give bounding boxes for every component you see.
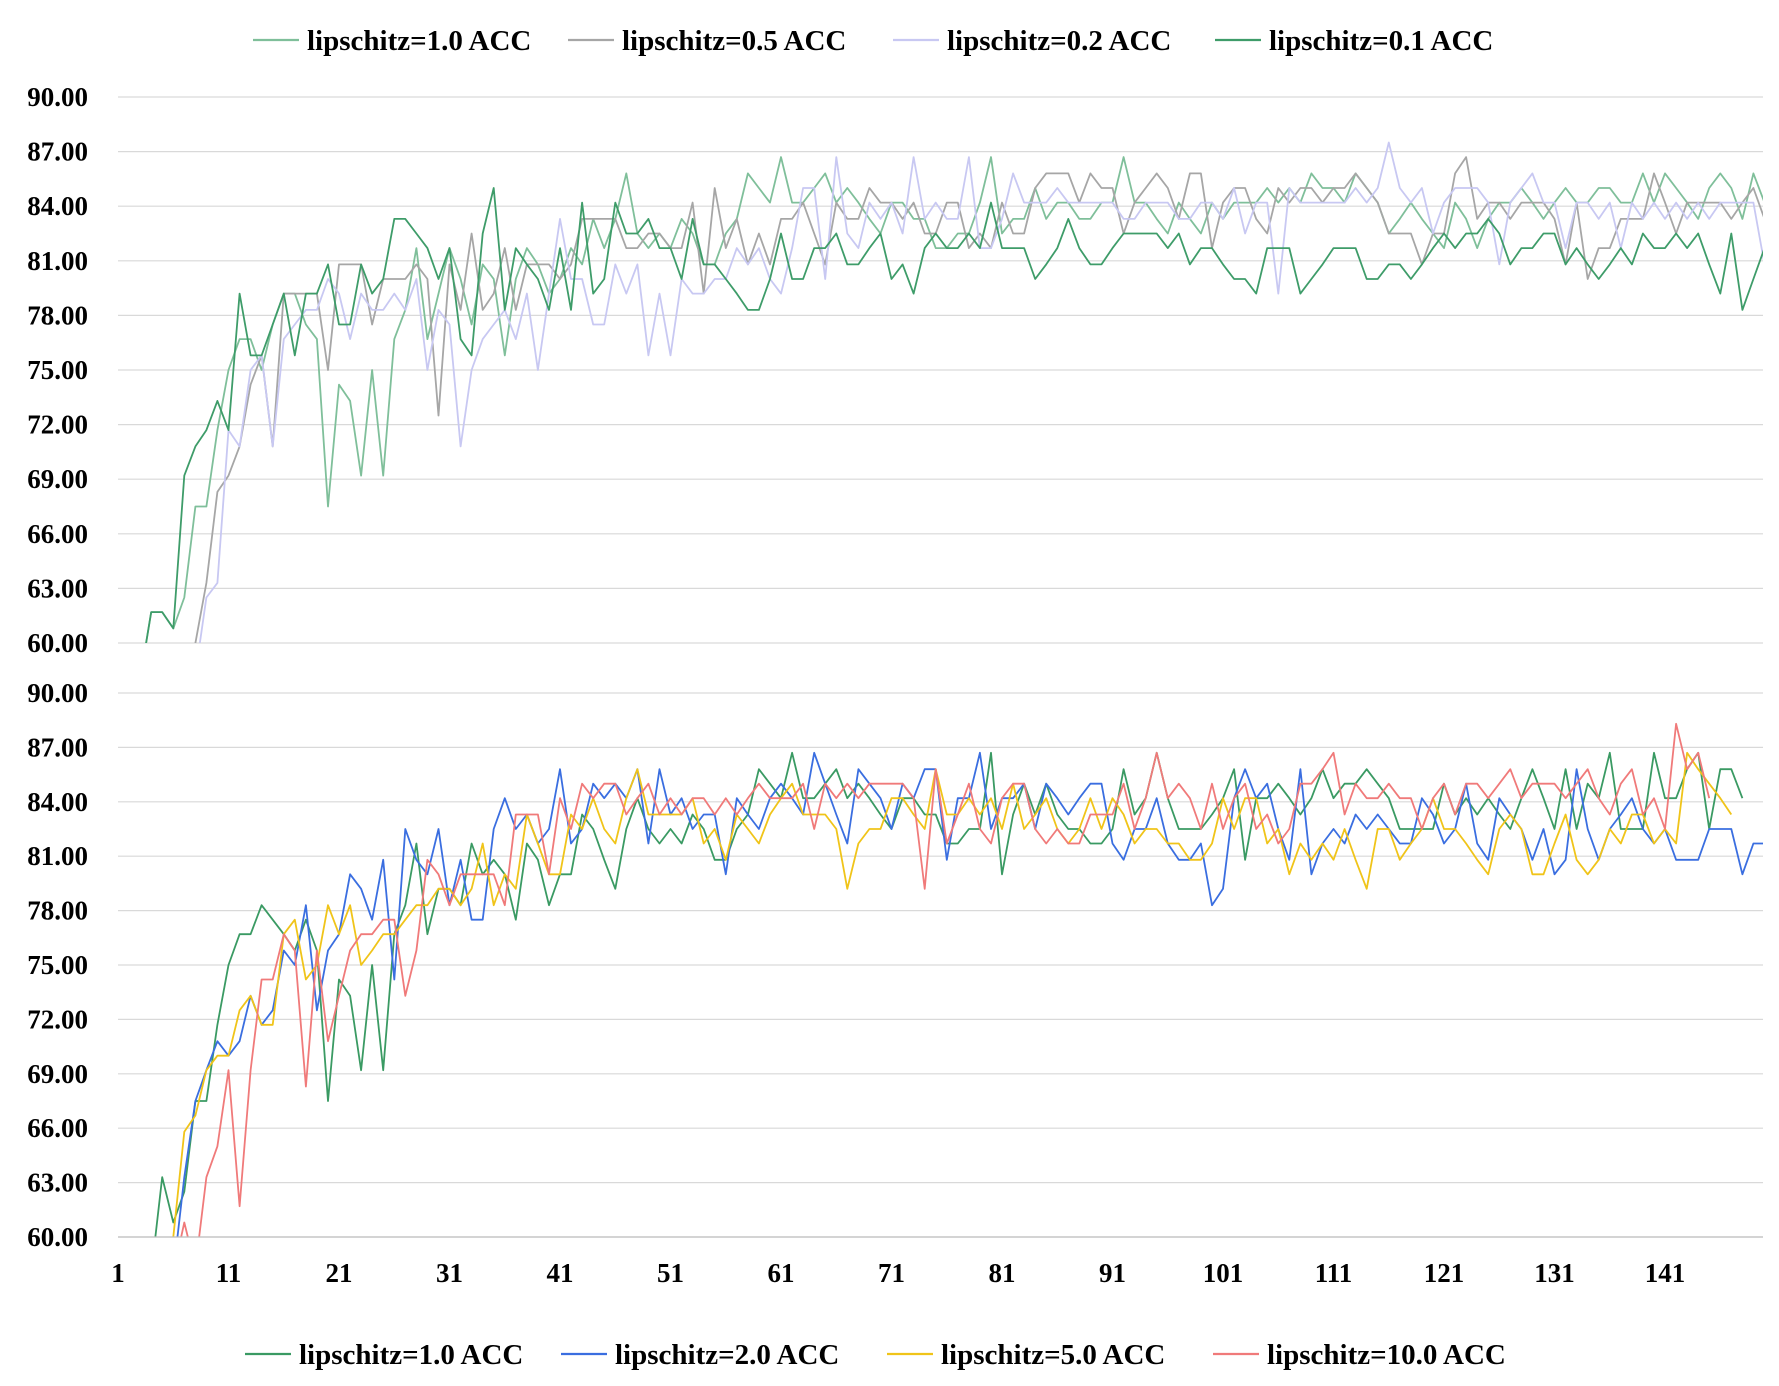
- y-tick-label: 63.00: [27, 1168, 88, 1198]
- y-tick-label: 78.00: [27, 300, 88, 330]
- y-tick-label: 69.00: [27, 464, 88, 494]
- x-tick-label: 1: [111, 1258, 125, 1288]
- series-line-bottom-2: [172, 751, 1733, 1237]
- panel-top: 90.00 87.00 84.00 81.00 78.00 75.00 72.00 69.00…: [27, 82, 1763, 658]
- legend-label: lipschitz=0.2 ACC: [947, 25, 1171, 57]
- y-tick-label: 66.00: [27, 1113, 88, 1143]
- x-tick-label: 31: [436, 1258, 463, 1288]
- legend-bottom: lipschitz=1.0 ACC lipschitz=2.0 ACC lipsch…: [245, 1339, 1506, 1371]
- y-tick-label: 72.00: [27, 410, 88, 440]
- y-tick-label: 75.00: [27, 950, 88, 980]
- series-line-top-1: [194, 156, 1763, 643]
- x-tick-label: 121: [1424, 1258, 1465, 1288]
- series-line-bottom-3: [180, 722, 1711, 1237]
- y-tick-label: 87.00: [27, 732, 88, 762]
- legend-label: lipschitz=1.0 ACC: [307, 25, 531, 57]
- legend-label: lipschitz=1.0 ACC: [299, 1339, 523, 1371]
- y-tick-label: 84.00: [27, 191, 88, 221]
- y-tick-label: 72.00: [27, 1004, 88, 1034]
- x-tick-label: 61: [768, 1258, 795, 1288]
- series-line-bottom-1: [176, 751, 1763, 1237]
- y-tick-label: 75.00: [27, 355, 88, 385]
- series-line-top-3: [145, 187, 1763, 643]
- y-tick-label: 78.00: [27, 896, 88, 926]
- y-tick-label: 84.00: [27, 787, 88, 817]
- x-axis: 1 11 21 31 41 51 61 71 81 91 101 111 121 131 141: [111, 1236, 1763, 1288]
- x-tick-label: 131: [1534, 1258, 1575, 1288]
- legend-top: lipschitz=1.0 ACC lipschitz=0.5 ACC lipsch…: [253, 25, 1493, 57]
- y-tick-label: 81.00: [27, 841, 88, 871]
- legend-label: lipschitz=0.1 ACC: [1269, 25, 1493, 57]
- x-tick-label: 51: [657, 1258, 684, 1288]
- y-tick-label: 69.00: [27, 1059, 88, 1089]
- x-tick-label: 141: [1645, 1258, 1686, 1288]
- series-line-bottom-0: [154, 751, 1744, 1237]
- panel-bottom: 90.00 87.00 84.00 81.00 78.00 75.00 72.00 69.00…: [27, 678, 1763, 1252]
- y-tick-label: 81.00: [27, 246, 88, 276]
- legend-label: lipschitz=2.0 ACC: [615, 1339, 839, 1371]
- series-line-top-0: [145, 156, 1763, 643]
- x-tick-label: 11: [216, 1258, 242, 1288]
- x-tick-label: 101: [1203, 1258, 1244, 1288]
- y-tick-label: 60.00: [27, 628, 88, 658]
- legend-label: lipschitz=5.0 ACC: [941, 1339, 1165, 1371]
- x-tick-label: 41: [547, 1258, 574, 1288]
- y-tick-label: 60.00: [27, 1222, 88, 1252]
- y-tick-label: 63.00: [27, 573, 88, 603]
- x-tick-label: 81: [989, 1258, 1016, 1288]
- legend-label: lipschitz=0.5 ACC: [622, 25, 846, 57]
- x-tick-label: 111: [1315, 1258, 1353, 1288]
- x-tick-label: 91: [1099, 1258, 1126, 1288]
- y-tick-label: 87.00: [27, 137, 88, 167]
- x-tick-label: 21: [326, 1258, 353, 1288]
- y-tick-label: 90.00: [27, 678, 88, 708]
- y-tick-label: 66.00: [27, 519, 88, 549]
- series-line-top-2: [198, 141, 1763, 643]
- y-tick-label: 90.00: [27, 82, 88, 112]
- legend-label: lipschitz=10.0 ACC: [1267, 1339, 1506, 1371]
- x-tick-label: 71: [878, 1258, 905, 1288]
